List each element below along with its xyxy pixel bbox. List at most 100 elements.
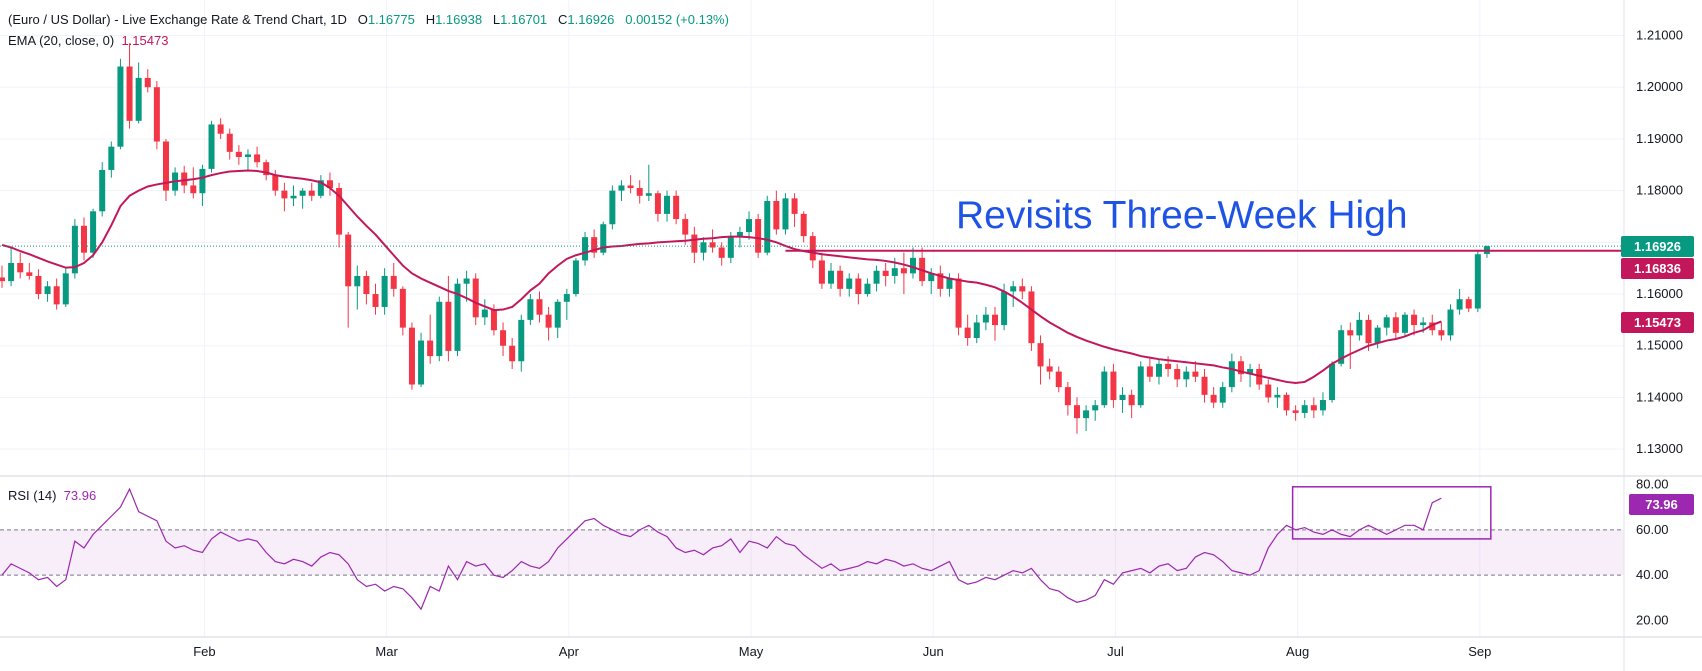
candle-body bbox=[509, 345, 516, 362]
time-tick-label: Sep bbox=[1468, 644, 1491, 659]
candle-body bbox=[372, 294, 379, 307]
candle-body bbox=[609, 190, 616, 225]
candle-body bbox=[381, 275, 388, 307]
candle-body bbox=[418, 340, 425, 385]
symbol-legend: (Euro / US Dollar) - Live Exchange Rate … bbox=[8, 12, 729, 27]
candle-body bbox=[691, 234, 698, 253]
symbol-title: (Euro / US Dollar) - Live Exchange Rate … bbox=[8, 12, 347, 27]
candle-body bbox=[709, 242, 716, 248]
open-value: 1.16775 bbox=[367, 12, 415, 27]
candle-body bbox=[1301, 405, 1308, 413]
candle-body bbox=[1046, 366, 1053, 372]
candle-body bbox=[654, 193, 661, 214]
candle-body bbox=[1274, 394, 1281, 398]
candle-body bbox=[873, 270, 880, 284]
candle-body bbox=[1429, 322, 1436, 331]
candle-body bbox=[481, 309, 488, 318]
candle-body bbox=[0, 277, 5, 282]
candle-body bbox=[1447, 309, 1454, 336]
candle-body bbox=[1329, 363, 1336, 401]
price-tick-label: 1.13000 bbox=[1636, 441, 1683, 456]
candle-body bbox=[108, 146, 115, 170]
candle-body bbox=[991, 314, 998, 326]
candle-body bbox=[117, 66, 124, 147]
candle-body bbox=[955, 278, 962, 328]
candle-body bbox=[1392, 317, 1399, 333]
candle-body bbox=[281, 190, 288, 199]
candle-body bbox=[1101, 371, 1108, 406]
candle-body bbox=[263, 162, 270, 176]
candle-body bbox=[563, 294, 570, 302]
candle-body bbox=[472, 278, 479, 318]
candle-body bbox=[1092, 405, 1099, 411]
candle-body bbox=[345, 234, 352, 287]
candle-body bbox=[235, 151, 242, 158]
candle-body bbox=[618, 185, 625, 191]
candle-body bbox=[8, 263, 15, 282]
candle-body bbox=[682, 219, 689, 235]
candle-body bbox=[1319, 400, 1326, 411]
candle-body bbox=[1037, 343, 1044, 367]
candle-body bbox=[254, 154, 261, 163]
candle-body bbox=[1174, 369, 1181, 380]
candle-body bbox=[1374, 327, 1381, 344]
rsi-highlight-box bbox=[1291, 486, 1492, 540]
candle-body bbox=[1019, 286, 1026, 292]
candle-body bbox=[536, 299, 543, 315]
chart-annotation: Revisits Three-Week High bbox=[956, 194, 1408, 237]
candle-body bbox=[244, 154, 251, 158]
candle-body bbox=[764, 200, 771, 253]
candle-body bbox=[828, 270, 835, 284]
candle-body bbox=[1201, 376, 1208, 395]
candle-body bbox=[1219, 387, 1226, 403]
candle-body bbox=[308, 190, 315, 196]
candle-body bbox=[44, 286, 51, 295]
rsi-tick-label: 20.00 bbox=[1636, 612, 1669, 627]
candle-body bbox=[1183, 371, 1190, 380]
close-value: 1.16926 bbox=[567, 12, 615, 27]
candle-body bbox=[627, 185, 634, 189]
time-tick-label: Mar bbox=[375, 644, 398, 659]
candle-body bbox=[1064, 387, 1071, 406]
low-value: 1.16701 bbox=[500, 12, 548, 27]
candle-body bbox=[153, 87, 160, 142]
candle-body bbox=[1438, 330, 1445, 336]
candle-body bbox=[162, 141, 169, 191]
candle-body bbox=[1256, 369, 1263, 385]
candle-body bbox=[882, 270, 889, 276]
candle-body bbox=[718, 247, 725, 258]
rsi-series bbox=[1, 486, 1492, 611]
candle-body bbox=[80, 225, 87, 253]
price-tick-label: 1.19000 bbox=[1636, 131, 1683, 146]
candle-body bbox=[436, 301, 443, 357]
candle-body bbox=[1474, 254, 1481, 309]
candle-body bbox=[35, 275, 42, 295]
candle-body bbox=[144, 77, 151, 88]
candle-body bbox=[26, 272, 33, 276]
candle-body bbox=[199, 168, 206, 194]
rsi-legend-label: RSI (14) bbox=[8, 488, 57, 503]
candle-body bbox=[727, 237, 734, 258]
candle-body bbox=[800, 213, 807, 237]
candle-body bbox=[910, 257, 916, 274]
candle-body bbox=[773, 200, 780, 230]
time-tick-label: Jun bbox=[923, 644, 944, 659]
candle-body bbox=[1110, 371, 1117, 401]
candle-body bbox=[90, 211, 97, 253]
candle-body bbox=[1383, 317, 1390, 328]
candle-body bbox=[217, 124, 224, 134]
candle-body bbox=[1292, 410, 1299, 413]
candle-body bbox=[363, 275, 370, 295]
candle-body bbox=[1128, 394, 1135, 406]
candle-body bbox=[664, 195, 671, 214]
candle-body bbox=[181, 172, 188, 186]
time-tick-label: Jul bbox=[1107, 644, 1124, 659]
candle-body bbox=[700, 242, 707, 253]
price-tick-label: 1.14000 bbox=[1636, 389, 1683, 404]
candle-body bbox=[427, 340, 434, 357]
candle-body bbox=[1347, 330, 1354, 336]
candle-body bbox=[1465, 299, 1472, 309]
candle-body bbox=[126, 66, 133, 121]
price-tick-label: 1.16000 bbox=[1636, 286, 1683, 301]
